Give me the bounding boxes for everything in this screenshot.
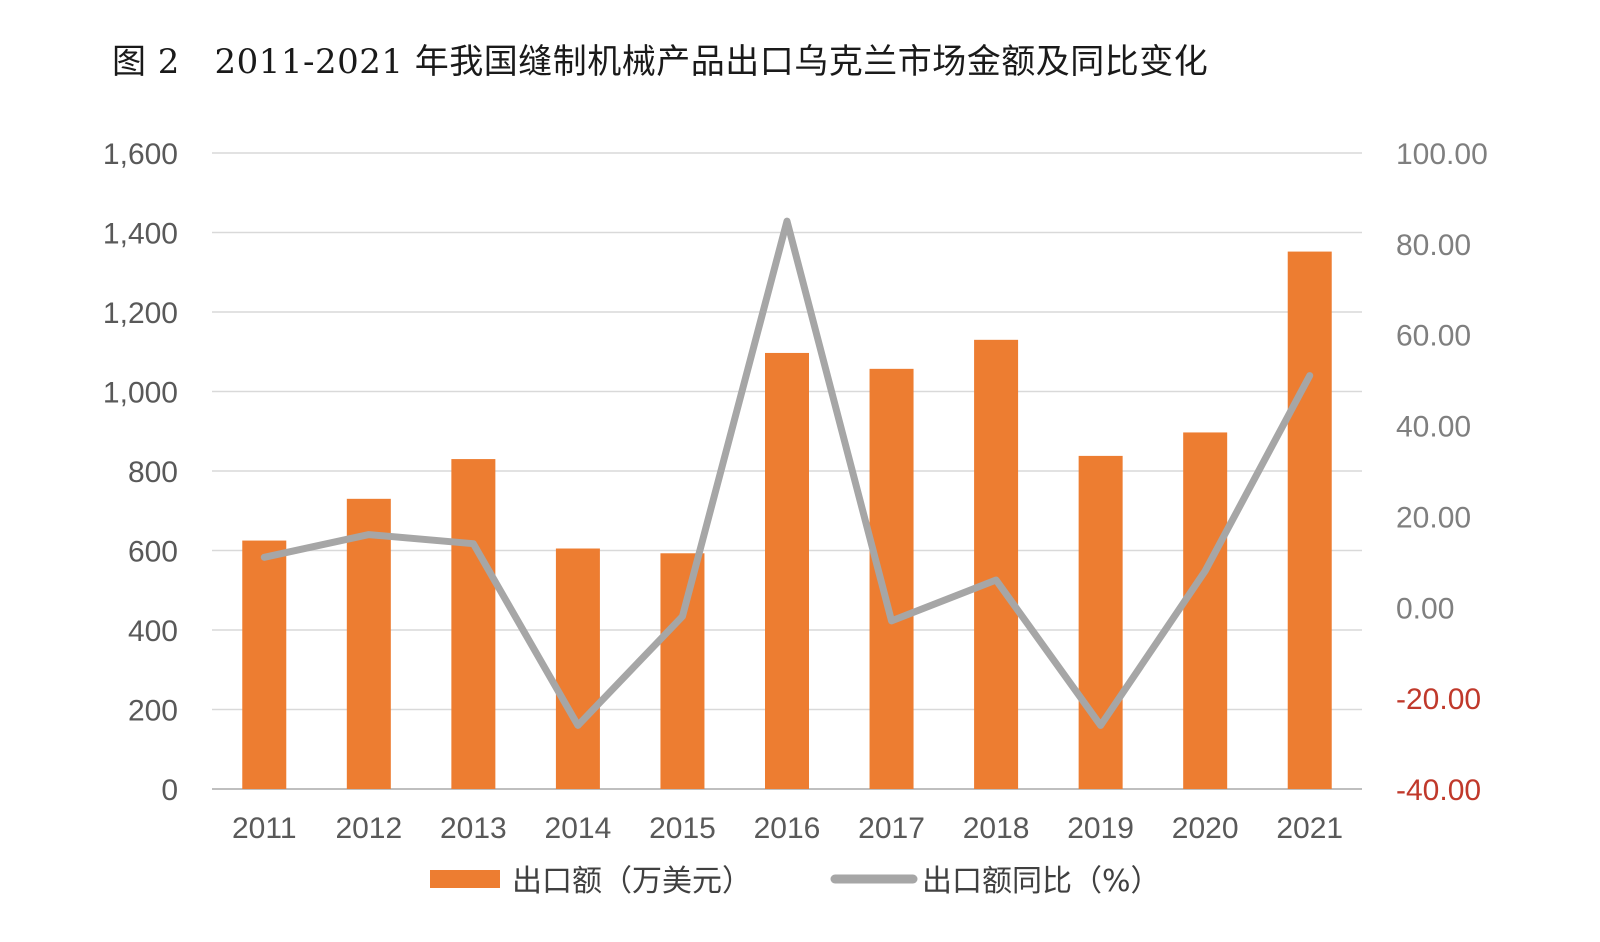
- y-left-tick-label: 800: [128, 456, 178, 489]
- y-right-tick-label: 20.00: [1396, 501, 1471, 534]
- x-tick-label: 2019: [1067, 812, 1134, 845]
- yoy-point-2015: [681, 615, 683, 617]
- bar-2011: [242, 540, 287, 789]
- y-left-tick-label: 1,200: [103, 297, 178, 330]
- x-tick-label: 2014: [545, 812, 612, 845]
- x-tick-label: 2017: [858, 812, 925, 845]
- y-left-tick-label: 400: [128, 615, 178, 648]
- bar-2018: [974, 339, 1019, 789]
- y-right-tick-label: 60.00: [1396, 320, 1471, 353]
- bar-2020: [1183, 432, 1228, 789]
- legend-bar-swatch: [430, 870, 500, 888]
- x-tick-label: 2018: [963, 812, 1030, 845]
- x-tick-label: 2015: [649, 812, 716, 845]
- bar-2019: [1078, 455, 1123, 789]
- bar-2021: [1287, 251, 1332, 789]
- x-tick-label: 2012: [335, 812, 402, 845]
- x-tick-label: 2013: [440, 812, 507, 845]
- yoy-point-2021: [1309, 375, 1311, 377]
- bar-series: [242, 251, 1332, 789]
- y-left-tick-label: 1,400: [103, 218, 178, 251]
- bar-2015: [660, 553, 705, 789]
- y-left-tick-label: 200: [128, 695, 178, 728]
- y-axis-right: -40.00 -20.00 0.00 20.00 40.00 60.00 80.00 100.…: [1396, 138, 1488, 807]
- y-right-tick-label: 0.00: [1396, 592, 1454, 625]
- y-left-tick-label: 0: [161, 774, 178, 807]
- yoy-point-2019: [1100, 724, 1102, 726]
- yoy-point-2017: [891, 620, 893, 622]
- x-tick-label: 2016: [754, 812, 821, 845]
- y-left-tick-label: 1,600: [103, 138, 178, 171]
- x-tick-label: 2021: [1276, 812, 1343, 845]
- yoy-point-2013: [472, 543, 474, 545]
- legend: 出口额（万美元） 出口额同比（%）: [430, 864, 1161, 899]
- chart-title: 图 2 2011-2021 年我国缝制机械产品出口乌克兰市场金额及同比变化: [112, 42, 1209, 82]
- yoy-point-2011: [263, 556, 265, 558]
- y-left-tick-label: 1,000: [103, 377, 178, 410]
- y-right-tick-label: -40.00: [1396, 774, 1481, 807]
- y-left-tick-label: 600: [128, 536, 178, 569]
- y-axis-left: 0 200 400 600 800 1,000 1,200 1,400 1,600: [103, 138, 178, 807]
- yoy-point-2012: [368, 534, 370, 536]
- line-series: [260, 217, 1314, 729]
- y-right-tick-label: -20.00: [1396, 683, 1481, 716]
- x-axis: 2011 2012 2013 2014 2015 2016 2017 2018 2019 2020…: [232, 812, 1343, 845]
- yoy-point-2018: [995, 579, 997, 581]
- legend-line-label: 出口额同比（%）: [922, 864, 1161, 899]
- yoy-point-2016: [786, 220, 788, 222]
- x-tick-label: 2020: [1172, 812, 1239, 845]
- bar-2013: [451, 459, 496, 789]
- y-right-tick-label: 40.00: [1396, 411, 1471, 444]
- bar-2016: [765, 352, 809, 789]
- bar-2017: [869, 368, 914, 789]
- y-right-tick-label: 80.00: [1396, 229, 1471, 262]
- x-tick-label: 2011: [232, 812, 297, 845]
- y-right-tick-label: 100.00: [1396, 138, 1488, 171]
- yoy-point-2020: [1204, 570, 1206, 572]
- yoy-point-2014: [577, 724, 579, 726]
- bar-2012: [346, 498, 391, 789]
- bar-2014: [555, 548, 600, 789]
- legend-bar-label: 出口额（万美元）: [512, 864, 752, 899]
